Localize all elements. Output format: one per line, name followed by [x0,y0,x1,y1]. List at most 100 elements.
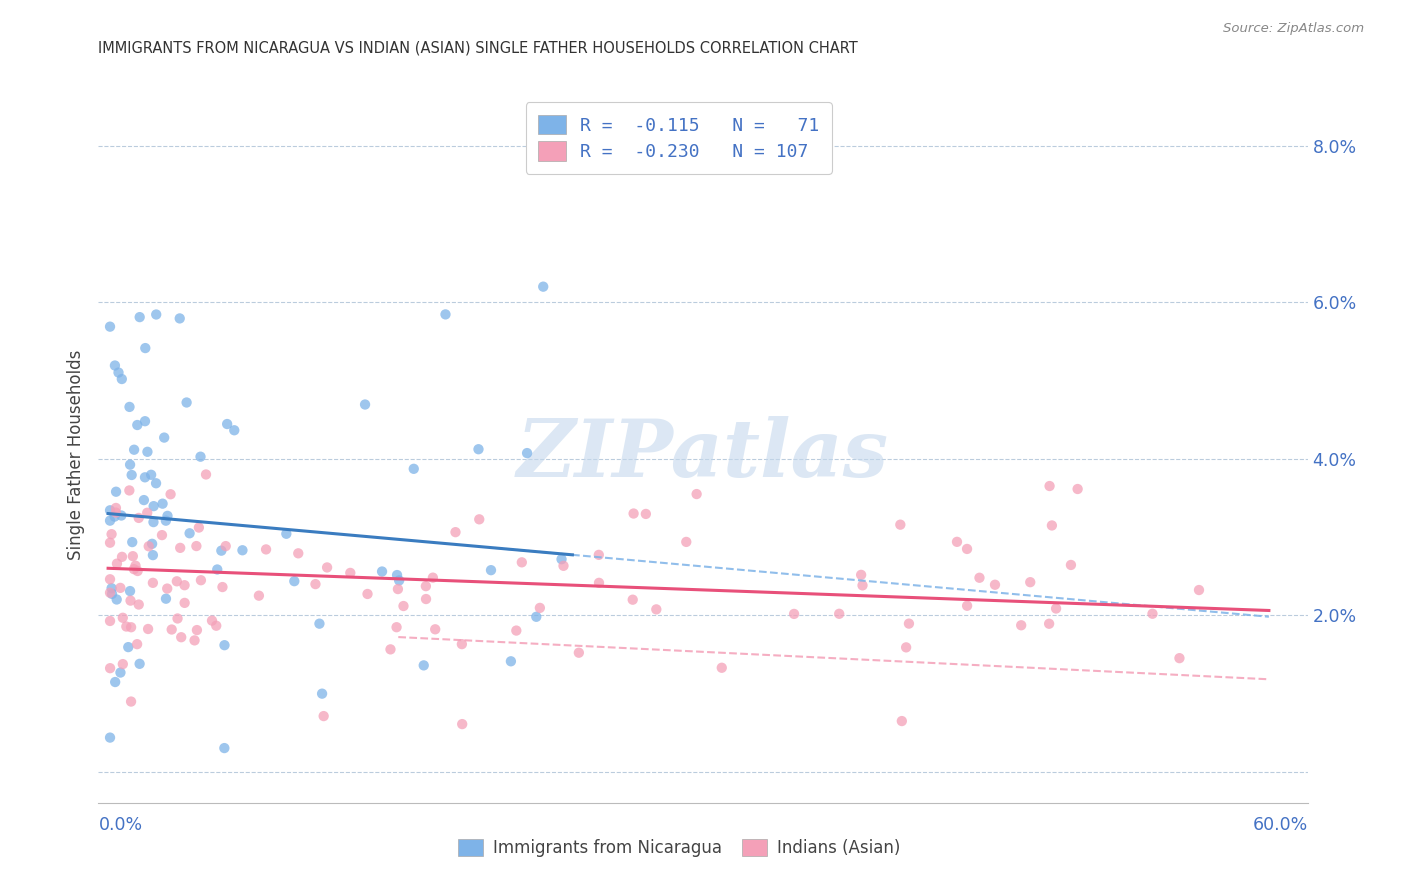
Point [166,574,188,589]
Point [132,493,155,508]
Point [195,467,218,482]
Point [121,549,143,564]
Point [190,573,212,587]
Point [392,599,415,613]
Point [531,279,554,293]
Point [142,575,165,590]
Point [217,417,239,431]
Point [105,592,128,607]
Point [468,512,491,526]
Point [134,341,156,355]
Point [186,539,208,553]
Point [104,359,127,373]
Point [214,741,236,756]
Point [156,508,179,523]
Point [529,600,551,615]
Point [142,515,165,529]
Point [183,633,205,648]
Point [105,484,128,499]
Point [1188,582,1211,597]
Text: 60.0%: 60.0% [1253,816,1308,834]
Point [98,731,121,745]
Point [412,658,434,673]
Point [1066,482,1088,496]
Point [121,467,143,482]
Point [101,587,124,601]
Point [425,622,447,636]
Point [145,308,167,322]
Point [621,592,644,607]
Point [120,620,142,634]
Point [211,580,233,594]
Point [356,587,378,601]
Point [98,572,121,586]
Point [98,585,121,599]
Point [136,445,159,459]
Point [1019,575,1042,590]
Point [685,487,707,501]
Point [499,654,522,668]
Point [117,640,139,654]
Point [385,620,408,634]
Point [136,622,159,636]
Point [387,582,409,596]
Point [524,609,547,624]
Point [105,557,128,571]
Point [111,657,134,672]
Point [550,552,572,566]
Point [120,593,142,607]
Point [104,509,127,524]
Point [890,714,912,728]
Point [380,642,402,657]
Point [1038,616,1060,631]
Point [388,574,411,588]
Point [110,508,132,523]
Point [100,581,122,595]
Point [139,467,162,482]
Point [205,618,228,632]
Point [450,637,472,651]
Point [415,579,437,593]
Point [339,566,361,580]
Point [118,400,141,414]
Point [956,541,979,556]
Point [588,548,610,562]
Point [110,581,132,595]
Point [849,567,872,582]
Point [675,535,697,549]
Point [136,506,159,520]
Point [402,462,425,476]
Point [946,534,969,549]
Point [98,614,121,628]
Point [422,571,444,585]
Point [104,500,127,515]
Point [110,665,132,680]
Point [308,616,330,631]
Point [104,675,127,690]
Point [156,582,179,596]
Point [467,442,489,457]
Point [98,319,121,334]
Point [179,526,201,541]
Point [142,548,165,562]
Point [828,607,851,621]
Point [1168,651,1191,665]
Point [141,537,163,551]
Point [479,563,502,577]
Text: Source: ZipAtlas.com: Source: ZipAtlas.com [1223,22,1364,36]
Point [894,640,917,655]
Point [1010,618,1032,632]
Point [120,458,142,472]
Point [142,499,165,513]
Point [451,717,474,731]
Point [969,571,991,585]
Point [98,514,121,528]
Point [851,578,873,592]
Point [134,470,156,484]
Point [111,611,134,625]
Point [186,623,208,637]
Point [155,591,177,606]
Point [160,623,183,637]
Point [209,543,232,558]
Point [118,483,141,498]
